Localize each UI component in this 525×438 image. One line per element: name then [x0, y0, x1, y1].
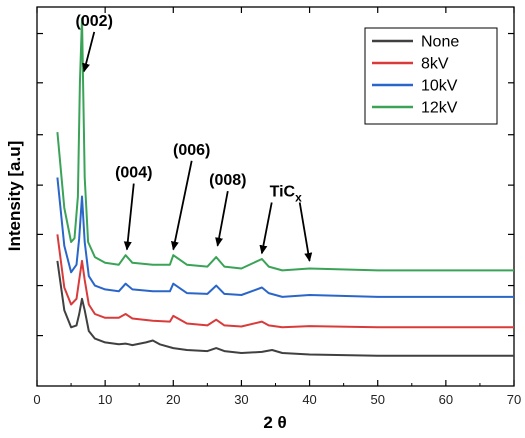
x-tick-label: 10	[98, 392, 112, 407]
series-layer	[56, 17, 514, 357]
y-axis-ticks	[37, 32, 514, 337]
legend-label-12kv: 12kV	[421, 100, 458, 117]
x-axis-title: 2 θ	[263, 413, 286, 432]
peak-label: (002)	[76, 13, 113, 30]
series-line-12kv	[56, 17, 514, 272]
x-tick-label: 50	[370, 392, 384, 407]
x-tick-label: 0	[33, 392, 40, 407]
legend-label-none: None	[421, 34, 459, 51]
legend: None 8kV 10kV 12kV	[364, 27, 498, 125]
peak-arrow	[259, 202, 273, 255]
x-tick-label: 30	[234, 392, 248, 407]
legend-label-10kv: 10kV	[421, 78, 458, 95]
peak-label: (008)	[209, 172, 246, 189]
peak-label: (004)	[115, 165, 152, 182]
peak-arrow	[215, 190, 229, 247]
legend-label-8kv: 8kV	[421, 56, 449, 73]
annotation-layer: (002) (004) (006) (008) TiCx	[76, 13, 313, 262]
peak-label: TiCx	[270, 184, 302, 205]
x-tick-label: 70	[507, 392, 521, 407]
y-axis-title: Intensity [a.u]	[5, 141, 24, 252]
x-axis-ticks: 0 10 20 30 40 50 60 70	[33, 7, 521, 407]
x-tick-label: 40	[302, 392, 316, 407]
peak-arrow	[298, 202, 313, 262]
series-line-8kv	[56, 234, 514, 329]
x-tick-label: 60	[439, 392, 453, 407]
peak-arrow	[123, 183, 135, 251]
series-line-10kv	[56, 177, 514, 298]
series-line-none	[56, 260, 514, 357]
peak-label: (006)	[173, 142, 210, 159]
x-tick-label: 20	[166, 392, 180, 407]
peak-arrow	[82, 31, 96, 73]
peak-arrow	[170, 160, 193, 251]
